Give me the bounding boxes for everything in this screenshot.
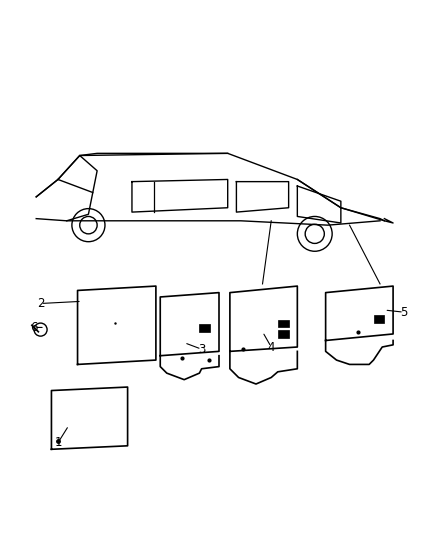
- Text: 4: 4: [268, 341, 275, 353]
- Bar: [278, 320, 289, 327]
- Bar: [374, 315, 385, 323]
- Bar: [278, 330, 289, 338]
- Text: 1: 1: [54, 437, 62, 449]
- Text: 3: 3: [198, 343, 205, 356]
- Text: 2: 2: [37, 297, 44, 310]
- Text: 6: 6: [30, 321, 38, 334]
- Bar: [199, 324, 210, 332]
- Text: 5: 5: [400, 306, 408, 319]
